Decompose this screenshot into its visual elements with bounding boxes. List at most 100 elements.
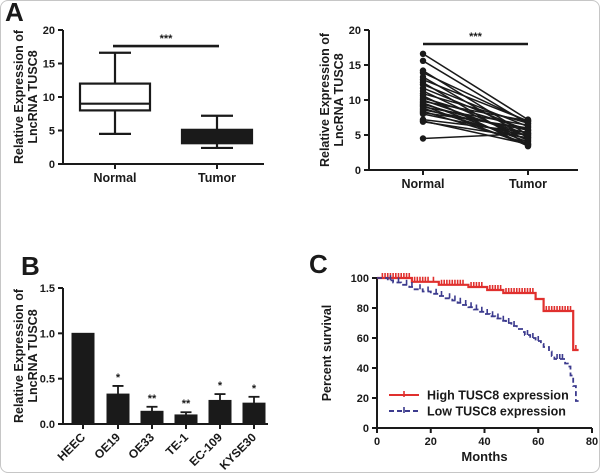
pair-line bbox=[422, 110, 529, 145]
y-tick-label: 15 bbox=[43, 59, 55, 71]
significance-stars: * bbox=[252, 383, 257, 395]
panel-label-b: B bbox=[21, 251, 40, 281]
pair-line bbox=[422, 79, 529, 122]
bar-te-1: ** bbox=[174, 398, 198, 425]
paired-lines bbox=[419, 50, 532, 150]
panel-label-a: A bbox=[5, 0, 24, 27]
legend-label: High TUSC8 expression bbox=[427, 389, 569, 403]
cell-line-bar-chart: 0.0 0.5 1.0 1.5 Relative Expression of LncRNA… bbox=[12, 283, 268, 473]
pair-line bbox=[422, 53, 529, 121]
significance-stars: ** bbox=[182, 398, 191, 410]
paired-expression-chart: 0 5 10 15 20 Relative Expression of LncRNA TUS… bbox=[318, 25, 578, 191]
y-axis-label: Relative Expression of bbox=[318, 32, 332, 167]
x-tick-label: 80 bbox=[586, 436, 598, 448]
pair-line bbox=[422, 113, 529, 137]
significance-stars: *** bbox=[160, 33, 174, 45]
box-body bbox=[78, 82, 152, 112]
tumor-point bbox=[524, 130, 532, 137]
category-label: Normal bbox=[93, 171, 136, 185]
pair-line bbox=[422, 132, 529, 140]
category-label: OE33 bbox=[126, 430, 158, 462]
significance-stars: ** bbox=[148, 393, 157, 405]
y-tick-label: 1.5 bbox=[40, 283, 55, 295]
km-curve bbox=[377, 277, 579, 402]
y-tick-label: 0 bbox=[355, 165, 361, 177]
pair-line bbox=[422, 111, 529, 129]
x-axis-label: Months bbox=[461, 449, 507, 464]
category-label: TE-1 bbox=[163, 430, 192, 459]
x-tick-label: 20 bbox=[425, 436, 437, 448]
bar-heec bbox=[71, 332, 95, 425]
normal-point bbox=[419, 118, 427, 125]
normal-point bbox=[419, 50, 427, 57]
bar bbox=[174, 414, 198, 425]
y-tick-label: 20 bbox=[43, 25, 55, 37]
pair-line bbox=[422, 97, 529, 131]
x-tick-label: 0 bbox=[374, 436, 380, 448]
y-axis-label: LncRNA TUSC8 bbox=[26, 309, 40, 402]
y-axis-label: LncRNA TUSC8 bbox=[26, 50, 40, 143]
y-tick-label: 0 bbox=[363, 423, 369, 435]
category-label: OE19 bbox=[92, 430, 124, 462]
significance-stars: * bbox=[116, 372, 121, 384]
bar bbox=[242, 402, 266, 425]
category-label: Tumor bbox=[509, 177, 547, 191]
survival-curve-chart: 0 20 40 60 80 100 Percent survival 0 20 40 60 80 Mon… bbox=[320, 273, 598, 464]
bar-kyse30: * bbox=[242, 383, 266, 425]
pair-line bbox=[422, 100, 529, 122]
y-tick-label: 20 bbox=[357, 393, 369, 405]
category-label: KYSE30 bbox=[217, 430, 260, 473]
significance-stars: *** bbox=[469, 31, 483, 43]
tumor-point bbox=[524, 140, 532, 148]
bar-oe19: * bbox=[106, 372, 130, 425]
bar bbox=[106, 393, 130, 425]
km-curve bbox=[377, 276, 579, 352]
bar-oe33: ** bbox=[140, 393, 164, 425]
normal-point bbox=[419, 110, 427, 118]
pair-line bbox=[422, 83, 529, 128]
normal-point bbox=[419, 135, 427, 142]
y-axis-label: Percent survival bbox=[320, 305, 334, 402]
box-tumor bbox=[180, 114, 254, 150]
pair-line bbox=[422, 106, 529, 126]
box-normal bbox=[78, 51, 152, 135]
x-tick-label: 60 bbox=[532, 436, 544, 448]
y-tick-label: 0.0 bbox=[40, 419, 55, 431]
y-axis-label: Relative Expression of bbox=[12, 29, 26, 164]
pair-line bbox=[422, 118, 529, 133]
y-tick-label: 80 bbox=[357, 303, 369, 315]
y-tick-label: 0 bbox=[49, 159, 55, 171]
y-tick-label: 100 bbox=[351, 273, 369, 285]
y-tick-label: 10 bbox=[43, 92, 55, 104]
boxplot-normal-vs-tumor-chart: 0 5 10 15 20 Relative Expression of LncRNA TUS… bbox=[12, 25, 264, 185]
y-tick-label: 40 bbox=[357, 363, 369, 375]
y-tick-label: 10 bbox=[349, 95, 361, 107]
x-tick-label: 40 bbox=[478, 436, 490, 448]
legend-label: Low TUSC8 expression bbox=[427, 405, 566, 419]
y-tick-label: 5 bbox=[355, 130, 361, 142]
significance-stars: * bbox=[218, 380, 223, 392]
bar bbox=[140, 410, 164, 425]
bar bbox=[208, 399, 232, 425]
km-series-low bbox=[377, 275, 579, 402]
legend-item-high: High TUSC8 expression bbox=[389, 389, 569, 403]
pair-line bbox=[422, 103, 529, 135]
panel-label-c: C bbox=[309, 249, 328, 279]
y-axis-label: LncRNA TUSC8 bbox=[332, 53, 346, 146]
y-tick-label: 20 bbox=[349, 25, 361, 37]
y-tick-label: 1.0 bbox=[40, 328, 55, 340]
km-series-high bbox=[377, 273, 579, 352]
category-label: HEEC bbox=[55, 430, 89, 464]
y-axis-label: Relative Expression of bbox=[12, 288, 26, 423]
bar bbox=[71, 332, 95, 425]
km-legend: High TUSC8 expression Low TUSC8 expressio… bbox=[389, 389, 569, 419]
y-tick-label: 60 bbox=[357, 333, 369, 345]
y-tick-label: 0.5 bbox=[40, 374, 55, 386]
normal-point bbox=[419, 57, 427, 64]
legend-item-low: Low TUSC8 expression bbox=[389, 405, 566, 419]
category-label: Normal bbox=[401, 177, 444, 191]
y-tick-label: 5 bbox=[49, 126, 55, 138]
category-label: Tumor bbox=[198, 171, 236, 185]
bar-ec-109: * bbox=[208, 380, 232, 425]
